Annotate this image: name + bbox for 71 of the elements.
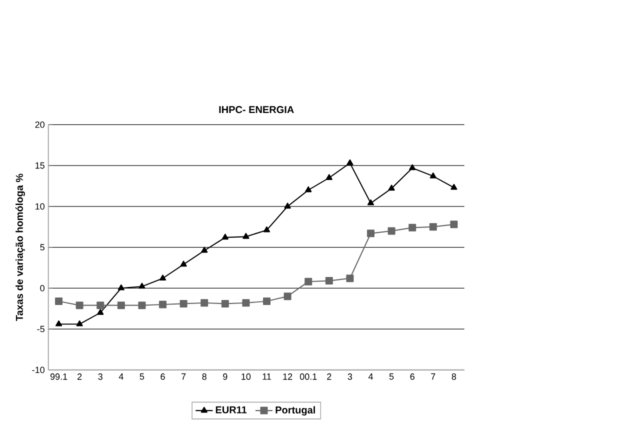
x-tick-label: 99.1 xyxy=(50,373,68,380)
point xyxy=(430,172,436,178)
x-tick-label: 3 xyxy=(98,373,102,380)
point xyxy=(96,302,104,310)
y-tick-label: 0 xyxy=(40,284,44,292)
x-tick-label: 00.1 xyxy=(300,373,317,380)
point xyxy=(180,300,188,308)
point xyxy=(284,292,292,300)
point xyxy=(242,299,250,307)
legend-label: Portugal xyxy=(276,406,315,416)
point xyxy=(118,284,124,290)
x-tick-label: 2 xyxy=(78,373,82,380)
point xyxy=(284,202,291,209)
point xyxy=(346,159,354,166)
point xyxy=(388,227,396,235)
y-tick-label: 10 xyxy=(36,203,44,210)
x-tick-label: 8 xyxy=(452,373,456,380)
point xyxy=(221,300,229,308)
point xyxy=(263,298,271,306)
point xyxy=(180,260,187,267)
point xyxy=(76,302,84,310)
x-tick-label: 9 xyxy=(223,373,228,380)
point xyxy=(304,278,312,286)
point xyxy=(138,302,146,310)
point xyxy=(450,184,458,190)
x-tick-label: 8 xyxy=(202,373,206,380)
x-tick-label: 11 xyxy=(262,373,271,380)
point xyxy=(242,232,250,239)
x-tick-label: 12 xyxy=(283,373,292,380)
point xyxy=(325,277,333,285)
point xyxy=(55,320,62,326)
y-axis-title: Taxas de variação homóloga % xyxy=(16,174,25,322)
x-tick-label: 5 xyxy=(389,373,394,380)
point xyxy=(117,302,125,310)
point xyxy=(76,320,83,326)
y-tick-label: 20 xyxy=(35,122,44,128)
point xyxy=(346,274,354,282)
point xyxy=(222,234,228,240)
x-tick-label: 10 xyxy=(242,373,251,380)
point xyxy=(429,223,437,231)
point xyxy=(159,300,167,308)
point xyxy=(366,230,374,238)
point xyxy=(409,164,416,170)
x-tick-label: 6 xyxy=(410,373,414,380)
point xyxy=(326,174,332,180)
point xyxy=(200,299,208,307)
point xyxy=(159,274,166,281)
y-tick-label: 15 xyxy=(36,162,44,169)
x-tick-label: 5 xyxy=(140,373,144,380)
x-tick-label: 3 xyxy=(348,373,352,380)
x-tick-label: 7 xyxy=(182,373,186,380)
point xyxy=(55,298,63,306)
y-tick-label: 5 xyxy=(40,244,44,250)
x-tick-label: 4 xyxy=(118,373,124,380)
x-tick-label: 2 xyxy=(327,373,332,380)
point xyxy=(263,226,270,232)
chart-title: IHPC- ENERGIA xyxy=(219,106,294,114)
point xyxy=(97,308,104,315)
legend-label: EUR11 xyxy=(216,406,247,414)
point xyxy=(201,246,208,253)
point xyxy=(408,224,416,232)
y-tick-label: -10 xyxy=(32,366,44,374)
x-tick-label: 7 xyxy=(431,373,436,380)
point xyxy=(138,282,146,289)
point xyxy=(388,184,395,191)
point xyxy=(450,220,458,228)
point xyxy=(305,186,312,192)
y-tick-label: -5 xyxy=(37,326,44,332)
point xyxy=(367,199,374,206)
x-tick-label: 4 xyxy=(368,373,373,380)
x-tick-label: 6 xyxy=(160,373,165,380)
